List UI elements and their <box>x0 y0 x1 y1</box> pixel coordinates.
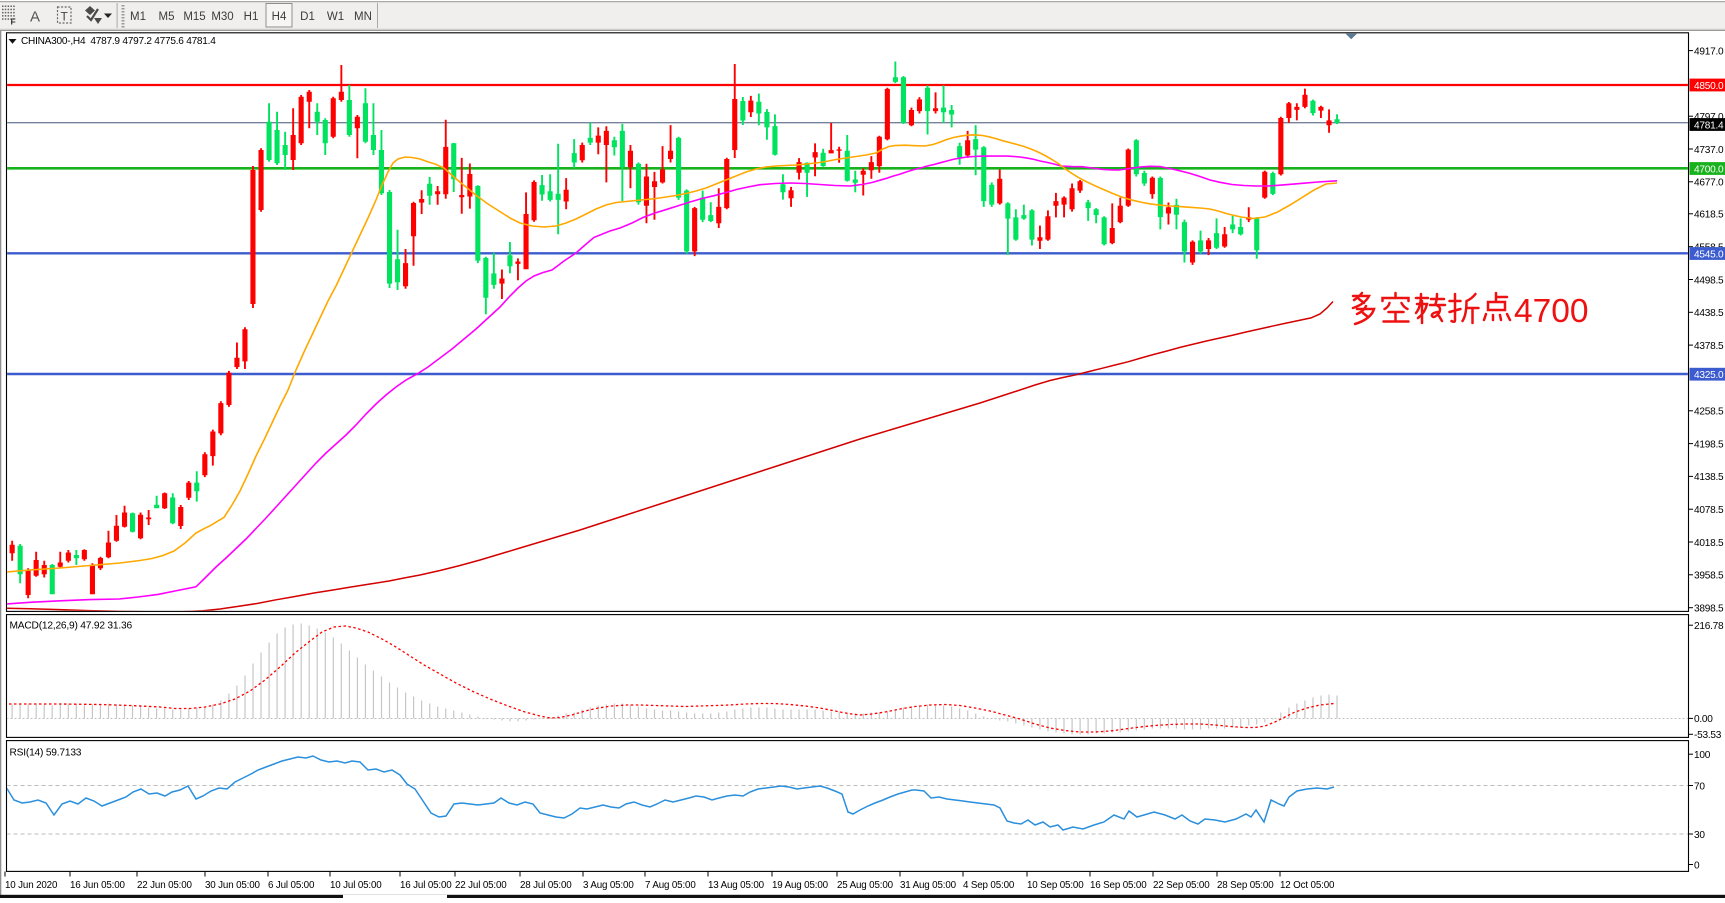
svg-text:MACD(12,26,9) 47.92 31.36: MACD(12,26,9) 47.92 31.36 <box>10 621 133 632</box>
svg-text:0.00: 0.00 <box>1694 714 1713 725</box>
svg-text:T: T <box>61 10 69 24</box>
svg-text:4917.0: 4917.0 <box>1694 46 1724 57</box>
svg-text:28 Sep 05:00: 28 Sep 05:00 <box>1217 880 1274 891</box>
svg-text:7 Aug 05:00: 7 Aug 05:00 <box>645 880 696 891</box>
svg-text:25 Aug 05:00: 25 Aug 05:00 <box>837 880 894 891</box>
svg-text:4 Sep 05:00: 4 Sep 05:00 <box>963 880 1015 891</box>
svg-text:4737.0: 4737.0 <box>1694 145 1724 156</box>
svg-text:M5: M5 <box>159 11 175 23</box>
svg-text:22 Sep 05:00: 22 Sep 05:00 <box>1153 880 1210 891</box>
svg-text:M30: M30 <box>211 11 233 23</box>
svg-text:16 Jul 05:00: 16 Jul 05:00 <box>400 880 452 891</box>
svg-text:4618.5: 4618.5 <box>1694 210 1724 221</box>
svg-text:4850.0: 4850.0 <box>1694 81 1724 92</box>
svg-text:D1: D1 <box>300 11 315 23</box>
svg-text:19 Aug 05:00: 19 Aug 05:00 <box>772 880 829 891</box>
svg-text:216.78: 216.78 <box>1694 621 1724 632</box>
svg-text:4258.5: 4258.5 <box>1694 407 1724 418</box>
svg-text:3 Aug 05:00: 3 Aug 05:00 <box>583 880 634 891</box>
svg-text:4198.5: 4198.5 <box>1694 439 1724 450</box>
svg-text:28 Jul 05:00: 28 Jul 05:00 <box>520 880 572 891</box>
svg-text:M1: M1 <box>130 11 146 23</box>
svg-text:16 Sep 05:00: 16 Sep 05:00 <box>1090 880 1147 891</box>
svg-text:3898.5: 3898.5 <box>1694 604 1724 615</box>
svg-text:4545.0: 4545.0 <box>1694 249 1724 260</box>
svg-text:4438.5: 4438.5 <box>1694 308 1724 319</box>
svg-text:RSI(14) 59.7133: RSI(14) 59.7133 <box>10 748 82 759</box>
svg-text:CHINA300-,H4 4787.9 4797.2 47: CHINA300-,H4 4787.9 4797.2 4775.6 4781.4 <box>21 36 216 47</box>
svg-text:-53.53: -53.53 <box>1694 730 1722 741</box>
svg-text:4018.5: 4018.5 <box>1694 538 1724 549</box>
svg-text:100: 100 <box>1694 750 1711 761</box>
svg-text:0: 0 <box>1694 860 1700 871</box>
svg-text:22 Jun 05:00: 22 Jun 05:00 <box>137 880 193 891</box>
svg-text:W1: W1 <box>327 11 344 23</box>
svg-text:12 Oct 05:00: 12 Oct 05:00 <box>1280 880 1335 891</box>
svg-text:4677.0: 4677.0 <box>1694 178 1724 189</box>
svg-text:4498.5: 4498.5 <box>1694 275 1724 286</box>
svg-text:30: 30 <box>1694 830 1705 841</box>
svg-text:13 Aug 05:00: 13 Aug 05:00 <box>708 880 765 891</box>
svg-text:16 Jun 05:00: 16 Jun 05:00 <box>70 880 126 891</box>
svg-text:MN: MN <box>354 11 372 23</box>
svg-text:22 Jul 05:00: 22 Jul 05:00 <box>455 880 507 891</box>
svg-text:30 Jun 05:00: 30 Jun 05:00 <box>205 880 261 891</box>
svg-text:10 Jun 2020: 10 Jun 2020 <box>5 880 58 891</box>
svg-text:4138.5: 4138.5 <box>1694 472 1724 483</box>
svg-text:M15: M15 <box>183 11 205 23</box>
svg-text:70: 70 <box>1694 781 1705 792</box>
svg-text:4325.0: 4325.0 <box>1694 370 1724 381</box>
svg-text:3958.5: 3958.5 <box>1694 571 1724 582</box>
svg-text:10 Jul 05:00: 10 Jul 05:00 <box>330 880 382 891</box>
svg-text:4781.4: 4781.4 <box>1694 120 1724 131</box>
svg-text:6 Jul 05:00: 6 Jul 05:00 <box>268 880 315 891</box>
svg-text:4078.5: 4078.5 <box>1694 505 1724 516</box>
svg-text:4378.5: 4378.5 <box>1694 341 1724 352</box>
svg-text:F: F <box>11 17 16 27</box>
svg-text:A: A <box>30 9 40 26</box>
svg-text:4700.0: 4700.0 <box>1694 164 1724 175</box>
svg-text:H4: H4 <box>272 11 287 23</box>
svg-text:10 Sep 05:00: 10 Sep 05:00 <box>1027 880 1084 891</box>
svg-text:H1: H1 <box>244 11 259 23</box>
svg-text:31 Aug 05:00: 31 Aug 05:00 <box>900 880 957 891</box>
svg-text:4700: 4700 <box>1514 293 1589 330</box>
